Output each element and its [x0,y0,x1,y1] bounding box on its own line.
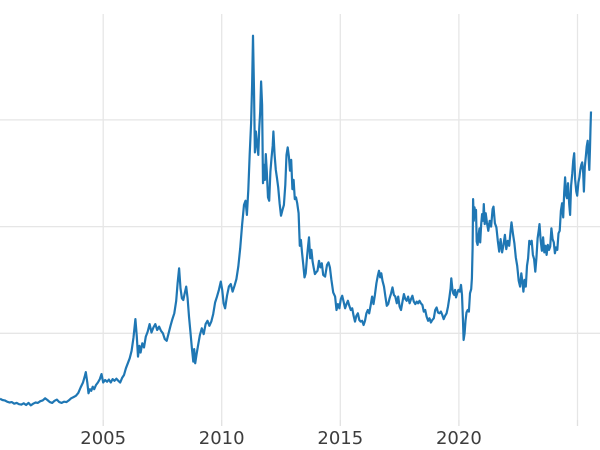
price-line-series [0,34,593,407]
x-axis-tick-label: 2020 [436,428,482,449]
x-axis-tick-label: 2010 [199,428,245,449]
x-axis-tick-label: 2005 [80,428,126,449]
x-axis-tick-label: 2015 [317,428,363,449]
